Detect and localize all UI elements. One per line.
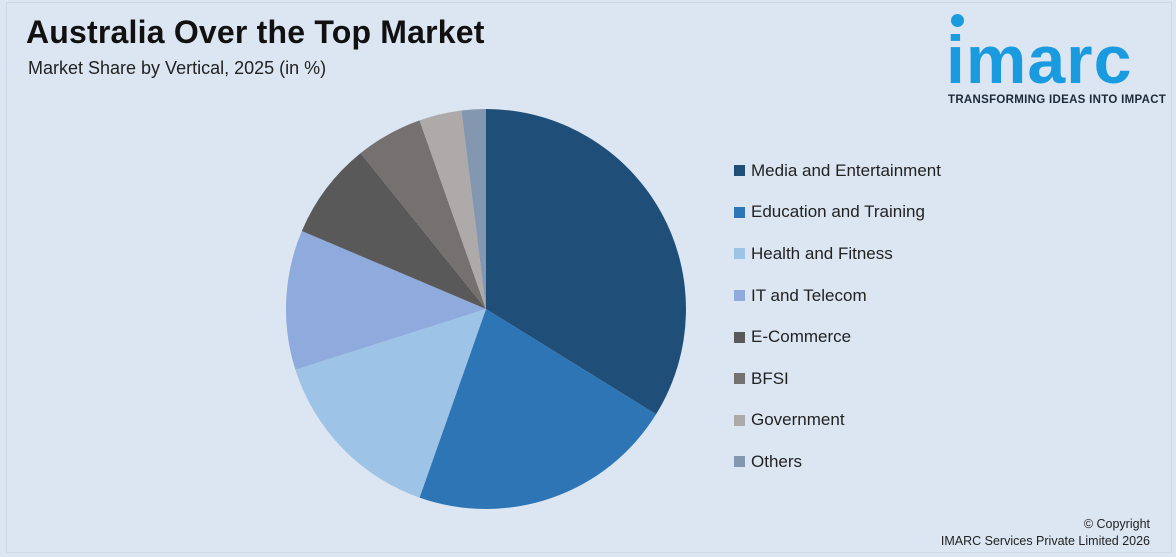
legend-swatch xyxy=(734,165,745,177)
legend-label: Health and Fitness xyxy=(751,243,893,263)
imarc-logo: imarc TRANSFORMING IDEAS INTO IMPACT xyxy=(946,12,1172,112)
copyright-line-1: © Copyright xyxy=(1083,517,1150,531)
legend-item: BFSI xyxy=(734,358,941,400)
legend-item: Media and Entertainment xyxy=(734,150,941,192)
legend-item: Others xyxy=(734,441,941,483)
pie-slice-media-and-entertainment xyxy=(486,109,686,415)
legend-label: Education and Training xyxy=(751,202,925,222)
legend-label: Government xyxy=(751,410,845,430)
legend-swatch xyxy=(734,414,745,426)
logo-tagline: TRANSFORMING IDEAS INTO IMPACT xyxy=(948,94,1167,106)
legend-swatch xyxy=(734,290,745,302)
legend-item: E-Commerce xyxy=(734,316,941,358)
pie-slice-education-and-training xyxy=(419,309,657,509)
pie-slice-e-commerce xyxy=(301,153,486,309)
copyright-line-2: IMARC Services Private Limited 2026 xyxy=(940,534,1150,548)
legend-label: BFSI xyxy=(751,368,789,388)
legend-label: IT and Telecom xyxy=(751,285,867,305)
legend-item: Education and Training xyxy=(734,192,941,234)
pie-slice-bfsi xyxy=(360,120,486,310)
logo-dot xyxy=(951,14,964,27)
legend-swatch xyxy=(734,248,745,260)
chart-subtitle: Market Share by Vertical, 2025 (in %) xyxy=(28,58,327,78)
legend-item: Health and Fitness xyxy=(734,233,941,275)
pie-slice-others xyxy=(461,109,486,309)
legend-label: Others xyxy=(751,451,803,471)
pie-slice-it-and-telecom xyxy=(285,231,486,370)
legend-label: Media and Entertainment xyxy=(751,160,941,180)
chart-title: Australia Over the Top Market xyxy=(26,14,485,50)
pie-slice-health-and-fitness xyxy=(295,309,486,498)
copyright: © Copyright IMARC Services Private Limit… xyxy=(941,516,1150,550)
legend-item: IT and Telecom xyxy=(734,275,941,317)
legend-swatch xyxy=(734,206,745,218)
legend-swatch xyxy=(734,456,745,468)
legend-label: E-Commerce xyxy=(751,327,852,347)
pie-slice-government xyxy=(419,110,486,310)
legend-swatch xyxy=(734,331,745,343)
legend-item: Government xyxy=(734,400,941,442)
legend-swatch xyxy=(734,373,745,385)
logo-wordmark: imarc xyxy=(946,22,1133,98)
chart-legend: Media and Entertainment Education and Tra… xyxy=(734,150,941,483)
